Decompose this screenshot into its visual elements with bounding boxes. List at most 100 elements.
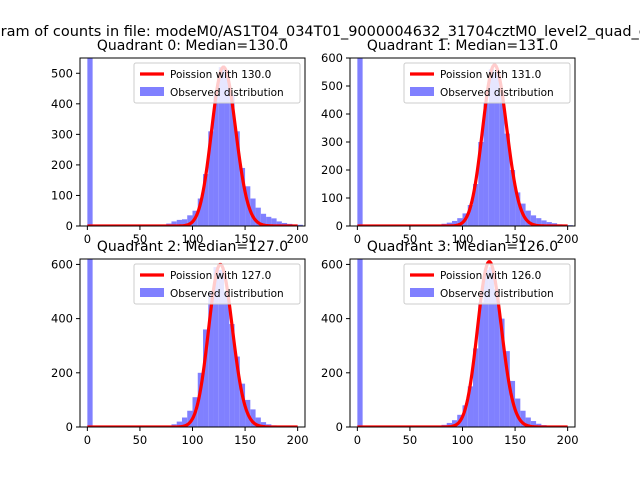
y-tick-label: 400 [321,107,343,121]
legend-label-observed: Observed distribution [440,288,554,300]
y-tick-label: 400 [51,97,73,111]
histogram-bar [499,318,505,427]
y-tick-label: 200 [321,163,343,177]
histogram-bar [541,220,547,226]
y-tick-label: 400 [51,312,73,326]
histogram-bar [473,184,479,226]
x-tick-label: 200 [557,433,579,447]
histogram-bar [239,167,246,226]
y-tick-label: 0 [336,420,343,434]
histogram-bar [271,218,277,226]
x-tick-label: 100 [452,232,474,246]
histogram-bar [213,94,219,226]
histogram-bar [224,291,230,427]
legend-box [403,62,571,104]
histogram-bar [451,420,458,427]
y-tick-label: 0 [66,420,73,434]
y-tick-label: 0 [336,219,343,233]
histogram-bar [488,69,495,226]
histogram-bar [525,210,531,226]
quadrant-title: Quadrant 2: Median=127.0 [97,239,288,255]
x-tick-label: 200 [287,232,309,246]
histogram-bar [467,205,474,226]
histogram-bar [494,288,500,427]
histogram-bar [171,221,177,226]
histogram-bar [494,72,500,226]
legend-bar-swatch [410,288,434,297]
histogram-bar [446,422,452,427]
y-tick-label: 200 [51,158,73,172]
quadrant-0-axes: 0 50 100 150 200 0 100 200 300 400 500 Quadrant 0: … [51,38,309,246]
y-tick-label: 500 [51,66,73,80]
poisson-curve [86,262,299,427]
histogram-bar [197,198,204,226]
legend-label-poisson: Poission with 126.0 [440,270,541,282]
y-tick-label: 600 [321,51,343,65]
histogram-bar [451,220,458,226]
histogram-bar [187,410,193,427]
legend-label-poisson: Poission with 131.0 [440,69,541,81]
x-tick-label: 150 [504,433,526,447]
histogram-bar [504,351,510,427]
legend: Poission with 131.0 Observed distribution [403,62,571,104]
legend-bar-swatch [140,87,164,96]
histogram-bar [87,259,93,427]
y-tick-label: 500 [321,79,343,93]
histogram-bar [462,405,468,427]
y-tick-label: 300 [321,135,343,149]
legend-box [133,62,301,104]
histogram-bar [483,269,489,427]
legend: Poission with 130.0 Observed distribution [133,62,301,104]
histogram-bar [260,213,267,226]
histogram-bar [218,269,225,427]
x-tick-label: 0 [354,232,361,246]
legend: Poission with 127.0 Observed distribution [133,263,301,305]
x-tick-label: 50 [133,232,148,246]
quadrant-title: Quadrant 3: Median=126.0 [367,239,558,255]
histogram-bar [473,348,479,427]
histogram-bar [276,221,282,226]
histogram-bar [357,259,363,427]
histogram-bar [197,372,204,427]
poisson-curve [356,63,569,226]
histogram-bar [509,170,516,226]
histogram-bar [181,417,188,427]
legend: Poission with 126.0 Observed distribution [403,263,571,305]
histogram-bar [187,215,193,226]
x-tick-label: 150 [504,232,526,246]
legend-label-observed: Observed distribution [170,87,284,99]
histogram-bar [239,383,246,427]
y-tick-label: 200 [51,366,73,380]
x-tick-label: 200 [287,433,309,447]
y-tick-label: 300 [51,127,73,141]
histogram-bar [260,422,267,427]
histogram-bar [229,324,235,427]
legend-label-observed: Observed distribution [170,288,284,300]
histogram-bar [255,207,261,226]
histogram-bar [515,192,521,226]
quadrant-1-axes: 0 50 100 150 200 0 100 200 300 400 500 600 Quadrant … [321,38,579,246]
histogram-bar [525,417,531,427]
histogram-bar [234,356,240,427]
quadrant-3-axes: 0 50 100 150 200 0 200 400 600 Quadrant 3: Median… [321,239,579,447]
histogram-bar [208,131,214,226]
x-tick-label: 100 [182,232,204,246]
histogram-bar [457,218,463,226]
y-tick-label: 600 [321,257,343,271]
histogram-bar [176,421,182,427]
poisson-curve [86,65,299,226]
histogram-bar [297,224,303,226]
quadrant-title: Quadrant 1: Median=131.0 [367,38,558,54]
figure-title: Histogram of counts in file: modeM0/AS1T… [0,24,640,40]
histogram-bar [234,131,240,226]
histogram-bar [483,102,489,226]
y-tick-label: 200 [321,366,343,380]
histogram-bar [446,222,452,226]
y-tick-label: 100 [51,188,73,202]
x-tick-label: 0 [354,433,361,447]
histogram-bar [467,386,474,427]
x-tick-label: 100 [452,433,474,447]
histogram-bar [478,302,484,427]
legend-bar-swatch [410,87,434,96]
